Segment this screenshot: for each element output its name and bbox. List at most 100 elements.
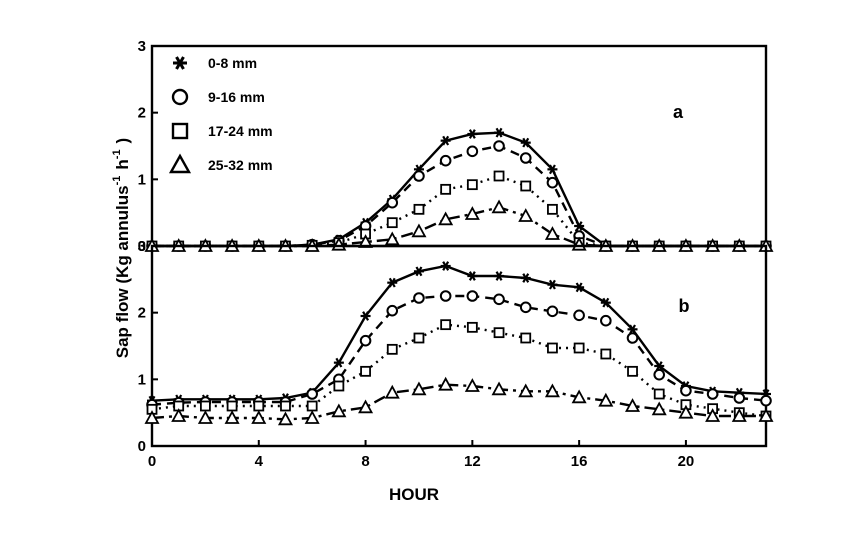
x-tick-label: 16 xyxy=(571,453,588,470)
x-tick-label: 20 xyxy=(678,453,695,470)
data-point-star xyxy=(547,164,558,175)
data-point-square xyxy=(440,319,452,331)
series-star xyxy=(147,127,771,251)
data-point-square xyxy=(547,342,558,354)
legend-item: 0-8 mm xyxy=(173,55,257,71)
data-point-star xyxy=(440,261,451,271)
data-point-triangle xyxy=(197,410,213,424)
data-point-circle xyxy=(680,384,692,397)
data-point-triangle xyxy=(224,410,240,424)
y-tick-label: 0 xyxy=(138,238,146,255)
data-point-star xyxy=(387,277,398,288)
y-tick-label: 2 xyxy=(138,105,146,122)
y-tick-label: 3 xyxy=(138,38,146,55)
data-point-star xyxy=(467,129,478,139)
data-point-square xyxy=(627,365,638,377)
series-line xyxy=(151,294,767,406)
y-axis-title-sup2: -1 xyxy=(111,149,123,159)
axis-titles: HOUR Sap flow (Kg annulus-1h-1) xyxy=(111,138,439,504)
data-point-triangle xyxy=(438,376,454,391)
data-point-triangle xyxy=(331,403,347,418)
data-point-square xyxy=(333,380,345,392)
legend-square-icon xyxy=(171,122,189,140)
data-point-square xyxy=(466,321,478,333)
data-point-circle xyxy=(653,368,666,381)
data-point-circle xyxy=(600,314,612,327)
series-line xyxy=(151,264,767,402)
data-point-circle xyxy=(546,305,559,318)
data-point-circle xyxy=(439,154,452,167)
data-point-square xyxy=(306,400,318,412)
data-point-triangle xyxy=(544,383,560,398)
data-point-circle xyxy=(519,301,532,314)
y-axis-title: Sap flow (Kg annulus-1h-1) xyxy=(111,138,132,358)
y-axis-title-sup1: -1 xyxy=(111,176,123,186)
data-point-square xyxy=(493,327,505,339)
data-point-square xyxy=(413,332,425,344)
data-point-square xyxy=(253,400,265,412)
data-point-star xyxy=(547,279,558,290)
data-point-triangle xyxy=(518,208,534,222)
legend-label: 0-8 mm xyxy=(208,55,257,71)
data-point-triangle xyxy=(518,383,534,398)
series-square xyxy=(146,170,772,252)
data-point-circle xyxy=(413,292,425,304)
x-tick-label: 12 xyxy=(464,453,481,470)
data-point-star xyxy=(467,271,478,281)
data-point-square xyxy=(413,203,425,215)
data-point-triangle xyxy=(731,408,747,422)
data-point-star xyxy=(440,135,451,146)
data-point-circle xyxy=(413,170,425,182)
series-line xyxy=(152,174,766,248)
data-point-square xyxy=(547,203,558,215)
y-tick-label: 1 xyxy=(138,171,146,188)
data-point-circle xyxy=(386,304,399,317)
data-point-circle xyxy=(519,152,532,164)
data-point-square xyxy=(199,400,211,412)
data-point-square xyxy=(440,183,452,195)
data-point-square xyxy=(520,332,532,344)
panel-label: a xyxy=(673,102,684,122)
data-point-star xyxy=(574,282,585,293)
data-point-square xyxy=(573,342,585,354)
data-point-square xyxy=(653,388,665,400)
data-point-circle xyxy=(760,394,772,407)
data-point-square xyxy=(520,180,532,192)
data-point-star xyxy=(360,311,371,321)
data-point-star xyxy=(413,266,424,277)
data-point-circle xyxy=(493,293,505,306)
legend-item: 25-32 mm xyxy=(168,153,273,174)
y-axis-title-main: Sap flow (Kg annulus xyxy=(113,185,132,358)
x-tick-label: 4 xyxy=(255,453,264,470)
legend-star-icon xyxy=(173,56,187,70)
data-point-star xyxy=(494,127,505,138)
series-square xyxy=(146,319,772,422)
data-point-triangle xyxy=(625,398,641,412)
x-tick-label: 0 xyxy=(148,453,156,470)
data-point-square xyxy=(466,179,478,191)
data-point-triangle xyxy=(598,392,614,407)
data-point-triangle xyxy=(491,381,507,396)
data-point-star xyxy=(600,297,611,308)
y-tick-label: 2 xyxy=(138,305,146,322)
data-point-triangle xyxy=(411,381,427,396)
data-point-square xyxy=(280,400,291,412)
data-point-triangle xyxy=(464,206,480,220)
data-point-triangle xyxy=(384,384,400,399)
data-point-square xyxy=(493,170,505,182)
data-point-triangle xyxy=(544,226,560,240)
data-point-circle xyxy=(706,388,719,400)
data-point-triangle xyxy=(678,404,694,419)
series-line xyxy=(152,206,766,248)
data-point-triangle xyxy=(491,199,507,214)
y-tick-label: 1 xyxy=(138,371,146,388)
data-point-square xyxy=(386,343,398,355)
data-point-triangle xyxy=(304,410,320,424)
data-point-star xyxy=(333,357,344,368)
data-point-circle xyxy=(466,290,479,302)
data-point-star xyxy=(494,271,505,281)
data-point-star xyxy=(520,137,531,148)
legend-label: 25-32 mm xyxy=(208,157,273,173)
data-point-circle xyxy=(626,332,639,344)
